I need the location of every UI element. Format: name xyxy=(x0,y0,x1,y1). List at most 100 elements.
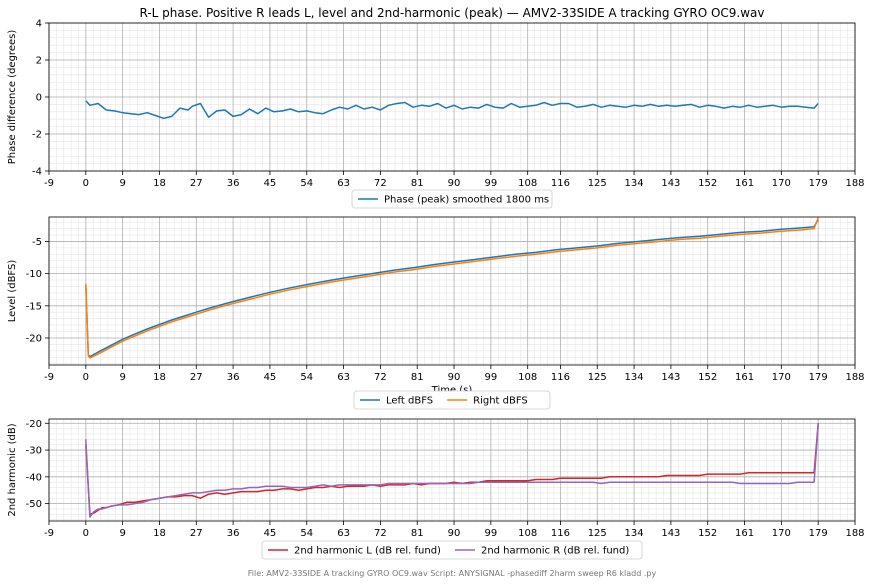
legend-entry: 2nd harmonic L (dB rel. fund) xyxy=(294,546,441,557)
legend-entry: Right dBFS xyxy=(473,396,528,407)
y-tick-label: -4 xyxy=(32,167,42,178)
footer-text: File: AMV2-33SIDE A tracking GYRO OC9.wa… xyxy=(248,569,657,578)
x-tick-label: 152 xyxy=(698,178,717,189)
x-tick-label: 54 xyxy=(300,528,313,539)
x-tick-label: 27 xyxy=(190,178,203,189)
y-tick-label: -2 xyxy=(32,130,42,141)
x-tick-label: 188 xyxy=(845,372,864,383)
legend: 2nd harmonic L (dB rel. fund) 2nd harmoni… xyxy=(261,540,643,560)
x-tick-label: 143 xyxy=(661,372,680,383)
legend-entry: 2nd harmonic R (dB rel. fund) xyxy=(481,546,629,557)
x-tick-label: 72 xyxy=(374,372,387,383)
x-tick-label: 161 xyxy=(735,528,754,539)
y-tick-label: 2 xyxy=(36,56,42,67)
plot-area xyxy=(49,419,855,521)
x-tick-label: 99 xyxy=(485,372,498,383)
x-tick-label: 9 xyxy=(119,178,125,189)
x-tick-label: 36 xyxy=(227,372,240,383)
x-tick-label: 9 xyxy=(119,528,125,539)
x-tick-label: 63 xyxy=(337,528,350,539)
x-tick-label: 63 xyxy=(337,178,350,189)
plot-area xyxy=(49,217,855,365)
x-tick-label: 125 xyxy=(588,178,607,189)
y-tick-label: -50 xyxy=(26,499,42,510)
panel-2: -9 0 9 18 27 36 45 54 63 72 81 90 99 108 116 125 134 143 1… xyxy=(7,216,865,410)
x-tick-label: 0 xyxy=(83,528,89,539)
x-tick-label: 170 xyxy=(772,528,791,539)
x-tick-label: 18 xyxy=(153,178,166,189)
x-tick-label: 134 xyxy=(625,528,644,539)
panel-1: -9 0 9 18 27 36 45 54 63 72 81 90 99 108 116 125 134 143 1… xyxy=(7,19,865,209)
x-tick-label: 90 xyxy=(448,178,461,189)
x-tick-label: 18 xyxy=(153,372,166,383)
x-tick-label: 116 xyxy=(551,372,570,383)
x-tick-label: 108 xyxy=(518,372,537,383)
y-tick-label: -30 xyxy=(26,446,42,457)
y-axis-label: Level (dBFS) xyxy=(7,260,18,323)
x-tick-label: 0 xyxy=(83,372,89,383)
x-tick-label: 161 xyxy=(735,178,754,189)
x-tick-label: 0 xyxy=(83,178,89,189)
x-axis-label: Time (s) xyxy=(431,385,473,396)
x-tick-label: -9 xyxy=(44,178,54,189)
legend: Phase (peak) smoothed 1800 ms xyxy=(351,189,553,209)
y-tick-label: -20 xyxy=(26,419,42,430)
x-tick-label: 170 xyxy=(772,178,791,189)
x-tick-label: 18 xyxy=(153,528,166,539)
x-tick-label: 36 xyxy=(227,528,240,539)
x-tick-label: 81 xyxy=(411,178,424,189)
x-tick-label: 161 xyxy=(735,372,754,383)
y-tick-label: -5 xyxy=(32,237,42,248)
x-tick-label: 9 xyxy=(119,372,125,383)
series-line-left-dbfs xyxy=(85,219,819,358)
x-tick-label: 179 xyxy=(809,528,828,539)
x-tick-label: 27 xyxy=(190,528,203,539)
series-line-2nd-harmonic-r-db-rel-fund- xyxy=(85,424,819,518)
major-grid xyxy=(48,217,856,365)
y-tick-label: 4 xyxy=(36,19,42,30)
y-tick-label: -15 xyxy=(26,301,42,312)
x-tick-label: 54 xyxy=(300,372,313,383)
x-tick-label: 188 xyxy=(845,528,864,539)
x-tick-label: 72 xyxy=(374,528,387,539)
x-tick-label: 54 xyxy=(300,178,313,189)
chart-title: R-L phase. Positive R leads L, level and… xyxy=(139,6,764,20)
axes-frame xyxy=(48,418,856,522)
x-tick-label: 27 xyxy=(190,372,203,383)
x-tick-label: 45 xyxy=(264,178,277,189)
y-axis-label: 2nd harmonic (dB) xyxy=(7,423,18,516)
axes-frame xyxy=(48,216,856,366)
x-tick-label: 108 xyxy=(518,178,537,189)
y-tick-label: -40 xyxy=(26,472,42,483)
x-tick-label: 116 xyxy=(551,178,570,189)
x-tick-label: 152 xyxy=(698,372,717,383)
panel-3: -9 0 9 18 27 36 45 54 63 72 81 90 99 108 116 125 134 143 1… xyxy=(7,418,865,560)
x-tick-label: 99 xyxy=(485,178,498,189)
legend-entry: Left dBFS xyxy=(386,396,433,407)
y-tick-label: -20 xyxy=(26,333,42,344)
x-tick-label: 125 xyxy=(588,528,607,539)
x-tick-label: 36 xyxy=(227,178,240,189)
legend-entry: Phase (peak) smoothed 1800 ms xyxy=(384,195,549,206)
axes-frame xyxy=(48,22,856,172)
x-tick-label: 63 xyxy=(337,372,350,383)
x-tick-label: 116 xyxy=(551,528,570,539)
series-line-phase-peak-smoothed-1800-ms xyxy=(85,100,819,120)
x-tick-label: 134 xyxy=(625,178,644,189)
x-tick-label: 90 xyxy=(448,372,461,383)
series-line-right-dbfs xyxy=(85,217,819,359)
x-tick-label: 134 xyxy=(625,372,644,383)
x-tick-label: 99 xyxy=(485,528,498,539)
major-grid xyxy=(48,419,856,521)
legend: Left dBFS Right dBFS xyxy=(353,390,551,410)
y-tick-label: 0 xyxy=(36,93,42,104)
x-tick-label: 170 xyxy=(772,372,791,383)
major-grid xyxy=(48,22,856,172)
x-tick-label: -9 xyxy=(44,372,54,383)
x-tick-label: 72 xyxy=(374,178,387,189)
x-tick-label: 143 xyxy=(661,528,680,539)
panels: -9 0 9 18 27 36 45 54 63 72 81 90 99 108 116 125 134 143 1… xyxy=(7,19,865,560)
x-tick-label: 125 xyxy=(588,372,607,383)
x-tick-label: 143 xyxy=(661,178,680,189)
